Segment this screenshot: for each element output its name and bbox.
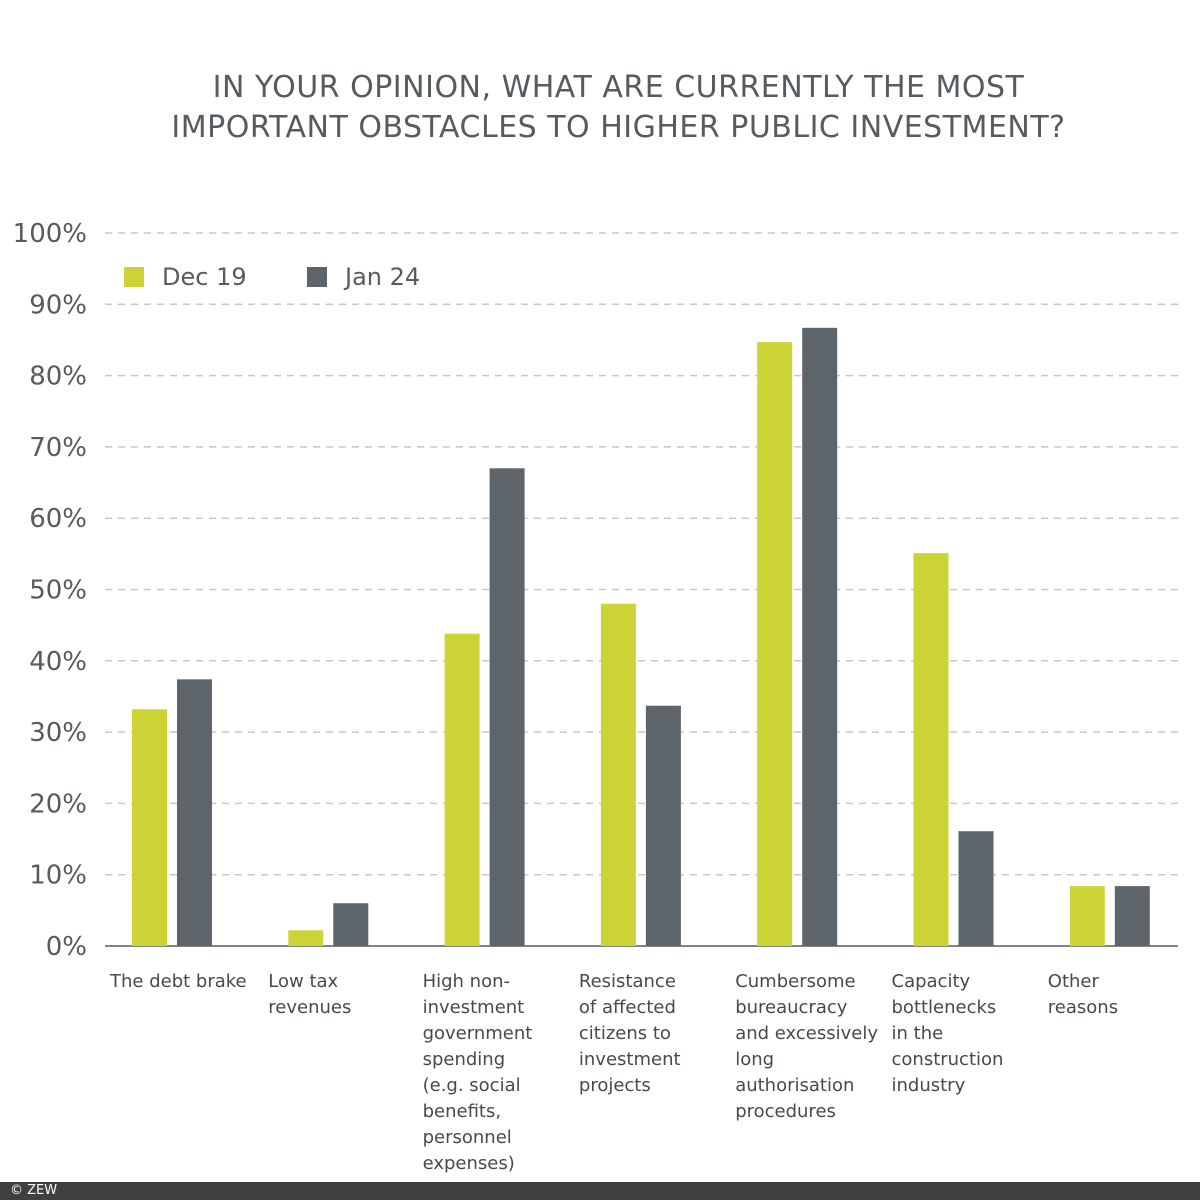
bar-dec-19 — [288, 930, 324, 946]
x-category-label: procedures — [735, 1101, 836, 1122]
x-category-label: bottlenecks — [892, 997, 997, 1018]
x-category-label: Low tax — [268, 971, 338, 992]
bar-jan-24 — [645, 705, 681, 946]
legend-label: Dec 19 — [162, 263, 247, 291]
x-category-label: construction — [892, 1049, 1004, 1070]
x-category-label: investment — [579, 1049, 681, 1070]
legend-swatch — [124, 267, 144, 287]
bar-dec-19 — [444, 633, 480, 946]
x-category-label: High non- — [423, 971, 510, 992]
y-tick-label: 90% — [29, 290, 87, 320]
x-category-label: citizens to — [579, 1023, 671, 1044]
copyright-footer: © ZEW — [0, 1182, 1200, 1200]
x-category-label: Cumbersome — [735, 971, 855, 992]
x-category-label: long — [735, 1049, 774, 1070]
bar-dec-19 — [1069, 886, 1105, 946]
x-category-label: of affected — [579, 997, 676, 1018]
x-category-label: reasons — [1048, 997, 1118, 1018]
x-category-label: and excessively — [735, 1023, 878, 1044]
x-category-label: expenses) — [423, 1153, 515, 1174]
x-category-label: spending — [423, 1049, 506, 1070]
x-category-label: authorisation — [735, 1075, 854, 1096]
x-category-label: (e.g. social — [423, 1075, 521, 1096]
y-tick-label: 20% — [29, 789, 87, 819]
bar-dec-19 — [757, 342, 793, 946]
y-tick-label: 70% — [29, 433, 87, 463]
y-tick-label: 60% — [29, 504, 87, 534]
legend-label: Jan 24 — [343, 263, 420, 291]
y-tick-label: 0% — [46, 932, 87, 962]
bar-jan-24 — [489, 468, 525, 946]
x-category-label: in the — [892, 1023, 944, 1044]
bar-dec-19 — [913, 553, 949, 946]
legend-swatch — [307, 267, 327, 287]
x-category-label: revenues — [268, 997, 351, 1018]
bar-jan-24 — [1114, 886, 1150, 946]
x-category-label: personnel — [423, 1127, 512, 1148]
x-category-label: The debt brake — [109, 971, 247, 992]
y-tick-label: 40% — [29, 647, 87, 677]
y-tick-label: 30% — [29, 718, 87, 748]
chart-title: IN YOUR OPINION, WHAT ARE CURRENTLY THE … — [0, 68, 1200, 148]
x-category-label: industry — [892, 1075, 966, 1096]
bar-jan-24 — [333, 903, 369, 946]
bar-jan-24 — [958, 831, 994, 946]
title-line: IN YOUR OPINION, WHAT ARE CURRENTLY THE … — [212, 70, 1025, 105]
bar-dec-19 — [132, 709, 167, 946]
x-category-label: projects — [579, 1075, 651, 1096]
x-category-label: Resistance — [579, 971, 676, 992]
x-category-label: bureaucracy — [735, 997, 848, 1018]
title-line: IMPORTANT OBSTACLES TO HIGHER PUBLIC INV… — [171, 110, 1066, 145]
x-category-label: investment — [423, 997, 525, 1018]
x-category-label: benefits, — [423, 1101, 501, 1122]
x-category-label: Capacity — [892, 971, 971, 992]
x-category-label: government — [423, 1023, 533, 1044]
bar-dec-19 — [600, 603, 636, 946]
y-tick-label: 80% — [29, 362, 87, 392]
x-category-label: Other — [1048, 971, 1100, 992]
bar-jan-24 — [177, 679, 212, 946]
y-tick-label: 10% — [29, 861, 87, 891]
y-tick-label: 100% — [13, 219, 87, 249]
bar-jan-24 — [802, 327, 838, 947]
y-tick-label: 50% — [29, 576, 87, 606]
